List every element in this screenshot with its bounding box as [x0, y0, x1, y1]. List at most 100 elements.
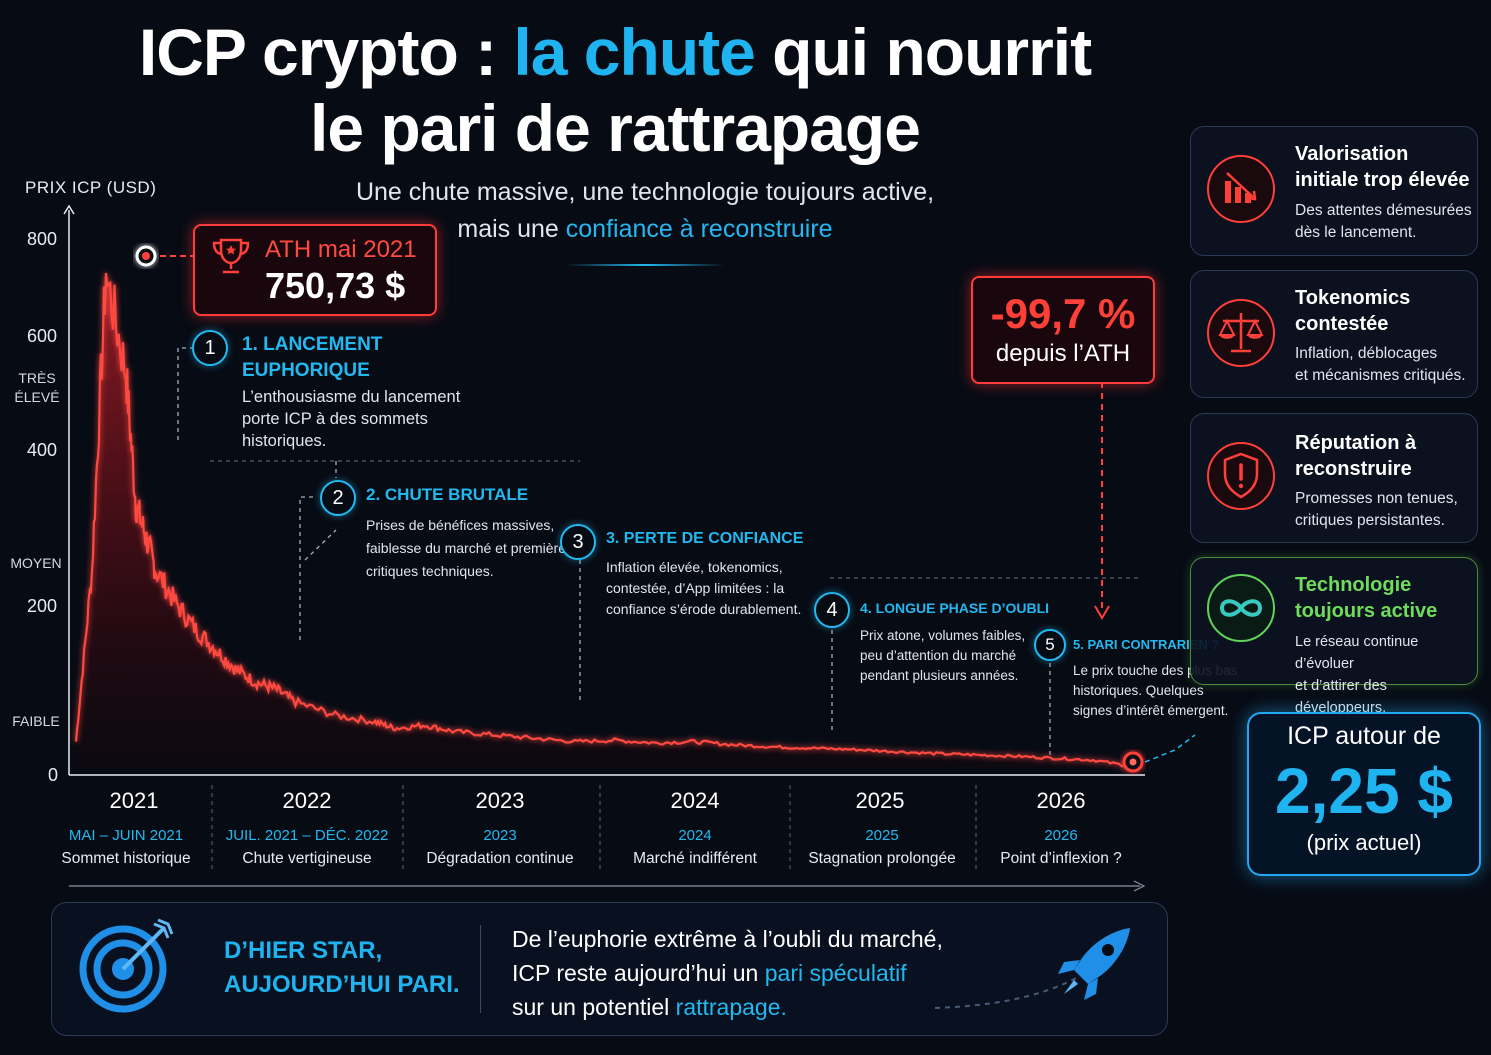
phase-3-title: 3. PERTE DE CONFIANCE	[606, 530, 804, 547]
card-desc-line: critiques persistantes.	[1295, 512, 1445, 529]
card-desc-line: Des attentes démesurées	[1295, 202, 1472, 219]
rocket-icon	[934, 928, 1130, 1009]
phase-connectors	[177, 347, 1051, 755]
bottom-text-part: sur un potentiel	[512, 994, 676, 1020]
card-tokenomics: Tokenomics contestée Inflation, déblocag…	[1190, 270, 1478, 398]
card-title-line: Technologie	[1295, 574, 1412, 596]
subtitle-highlight: confiance à reconstruire	[565, 215, 833, 243]
phase-5-number: 5	[1034, 629, 1066, 661]
ath-marker-dot	[142, 252, 150, 260]
card-title-line: Réputation à	[1295, 432, 1417, 454]
period-caption: JUIL. 2021 – DÉC. 2022	[225, 827, 389, 844]
timeline-arrow	[1133, 880, 1146, 892]
subtitle-part: mais une	[457, 215, 566, 243]
bottom-text-line: sur un potentiel rattrapage.	[512, 990, 943, 1024]
bottom-text-line: ICP reste aujourd’hui un pari spéculatif	[512, 956, 943, 990]
card-technology: Technologie toujours active Le réseau co…	[1190, 557, 1478, 716]
period-description: Sommet historique	[61, 850, 191, 867]
falling-bars-icon	[1207, 155, 1275, 223]
x-tick-label: 2021	[109, 788, 159, 813]
trophy-icon	[212, 238, 250, 274]
y-tick-label: 0	[48, 765, 59, 785]
tagline-line: D’HIER STAR,	[224, 937, 383, 964]
card-desc-line: Le réseau continue d’évoluer	[1295, 634, 1419, 672]
subtitle: Une chute massive, une technologie toujo…	[300, 174, 990, 248]
phase-desc-line: contestée, d’App limitées : la	[606, 580, 785, 596]
phase-4-title: 4. LONGUE PHASE D’OUBLI	[860, 600, 1050, 616]
target-arrow-icon	[79, 918, 174, 1013]
shield-alert-icon	[1207, 442, 1275, 510]
card-description: Le réseau continue d’évoluer et d’attire…	[1295, 631, 1477, 719]
y-category-label: MOYEN	[10, 555, 62, 571]
card-desc-line: Promesses non tenues,	[1295, 490, 1458, 507]
phase-desc-line: confiance s’érode durablement.	[606, 601, 802, 617]
phase-desc-line: Prix atone, volumes faibles,	[860, 628, 1026, 643]
phase-4-description: Prix atone, volumes faibles, peu d’atten…	[860, 626, 1025, 686]
bottom-text: De l’euphorie extrême à l’oubli du march…	[512, 922, 943, 1024]
phase-1-description: L’enthousiasme du lancement porte ICP à …	[242, 386, 460, 452]
card-title-line: reconstruire	[1295, 458, 1412, 480]
price-connector	[1144, 734, 1196, 763]
period-caption: MAI – JUIN 2021	[68, 827, 184, 844]
phase-3-description: Inflation élevée, tokenomics, contestée,…	[606, 557, 801, 620]
subtitle-line-1: Une chute massive, une technologie toujo…	[355, 178, 935, 206]
phase-desc-line: porte ICP à des sommets	[242, 410, 428, 428]
bottom-tagline: D’HIER STAR, AUJOURD’HUI PARI.	[224, 934, 460, 1002]
period-caption: 2023	[483, 827, 517, 844]
period-description: Marché indifférent	[633, 850, 757, 867]
phase-2-number: 2	[320, 480, 356, 516]
bottom-text-highlight: pari spéculatif	[764, 960, 907, 986]
x-tick-label: 2025	[855, 788, 905, 813]
card-title: Technologie toujours active	[1295, 572, 1437, 624]
y-tick-label: 200	[27, 596, 58, 616]
infinity-icon	[1207, 574, 1275, 642]
drop-caption: depuis l’ATH	[995, 340, 1131, 367]
phase-3-number: 3	[560, 524, 596, 560]
card-title-line: Tokenomics	[1295, 287, 1411, 309]
tagline-line: AUJOURD’HUI PARI.	[224, 971, 460, 998]
period-description: Dégradation continue	[426, 850, 574, 867]
card-title: Tokenomics contestée	[1295, 285, 1410, 337]
phase-1-title: 1. LANCEMENT EUPHORIQUE	[242, 332, 382, 384]
drop-arrow-head	[1094, 605, 1110, 620]
price-line	[74, 272, 1134, 768]
subtitle-underline	[565, 264, 725, 266]
phase-title-line: EUPHORIQUE	[242, 360, 370, 381]
bottom-text-line: De l’euphorie extrême à l’oubli du march…	[512, 926, 943, 952]
current-price-label: ICP autour de	[1287, 722, 1441, 750]
drop-value: -99,7 %	[990, 290, 1136, 337]
phase-2-title: 2. CHUTE BRUTALE	[366, 485, 529, 504]
ath-label: ATH mai 2021	[265, 236, 417, 263]
period-dividers	[211, 785, 977, 872]
y-tick-label: 400	[27, 440, 58, 460]
x-tick-label: 2026	[1036, 788, 1086, 813]
bottom-text-highlight: rattrapage.	[675, 994, 787, 1020]
card-desc-line: Inflation, déblocages	[1295, 345, 1438, 362]
phase-1-number: 1	[192, 330, 228, 366]
title-part: ICP crypto :	[138, 15, 514, 89]
x-tick-label: 2024	[670, 788, 720, 813]
bottom-divider	[480, 925, 481, 1013]
card-description: Des attentes démesurées dès le lancement…	[1295, 200, 1472, 244]
card-title: Réputation à reconstruire	[1295, 430, 1416, 482]
period-caption: 2026	[1044, 827, 1078, 844]
drop-callout	[971, 276, 1155, 384]
card-title: Valorisation initiale trop élevée	[1295, 141, 1470, 193]
current-price-note: (prix actuel)	[1306, 830, 1422, 855]
phase-title-line: 1. LANCEMENT	[242, 334, 383, 355]
card-title-line: initiale trop élevée	[1295, 169, 1470, 191]
period-caption: 2025	[865, 827, 899, 844]
phase-4-number: 4	[814, 592, 850, 628]
y-category-label: FAIBLE	[12, 713, 60, 729]
phase-2-description: Prises de bénéfices massives, faiblesse …	[366, 514, 573, 583]
phase-desc-line: faiblesse du marché et premières	[366, 540, 573, 556]
card-valuation: Valorisation initiale trop élevée Des at…	[1190, 126, 1478, 256]
scales-icon	[1207, 299, 1275, 367]
x-tick-label: 2022	[282, 788, 332, 813]
card-desc-line: dès le lancement.	[1295, 224, 1417, 241]
y-tick-label: 800	[27, 229, 58, 249]
subtitle-line-2: mais une confiance à reconstruire	[300, 211, 990, 248]
card-reputation: Réputation à reconstruire Promesses non …	[1190, 413, 1478, 543]
bottom-banner	[51, 902, 1168, 1036]
